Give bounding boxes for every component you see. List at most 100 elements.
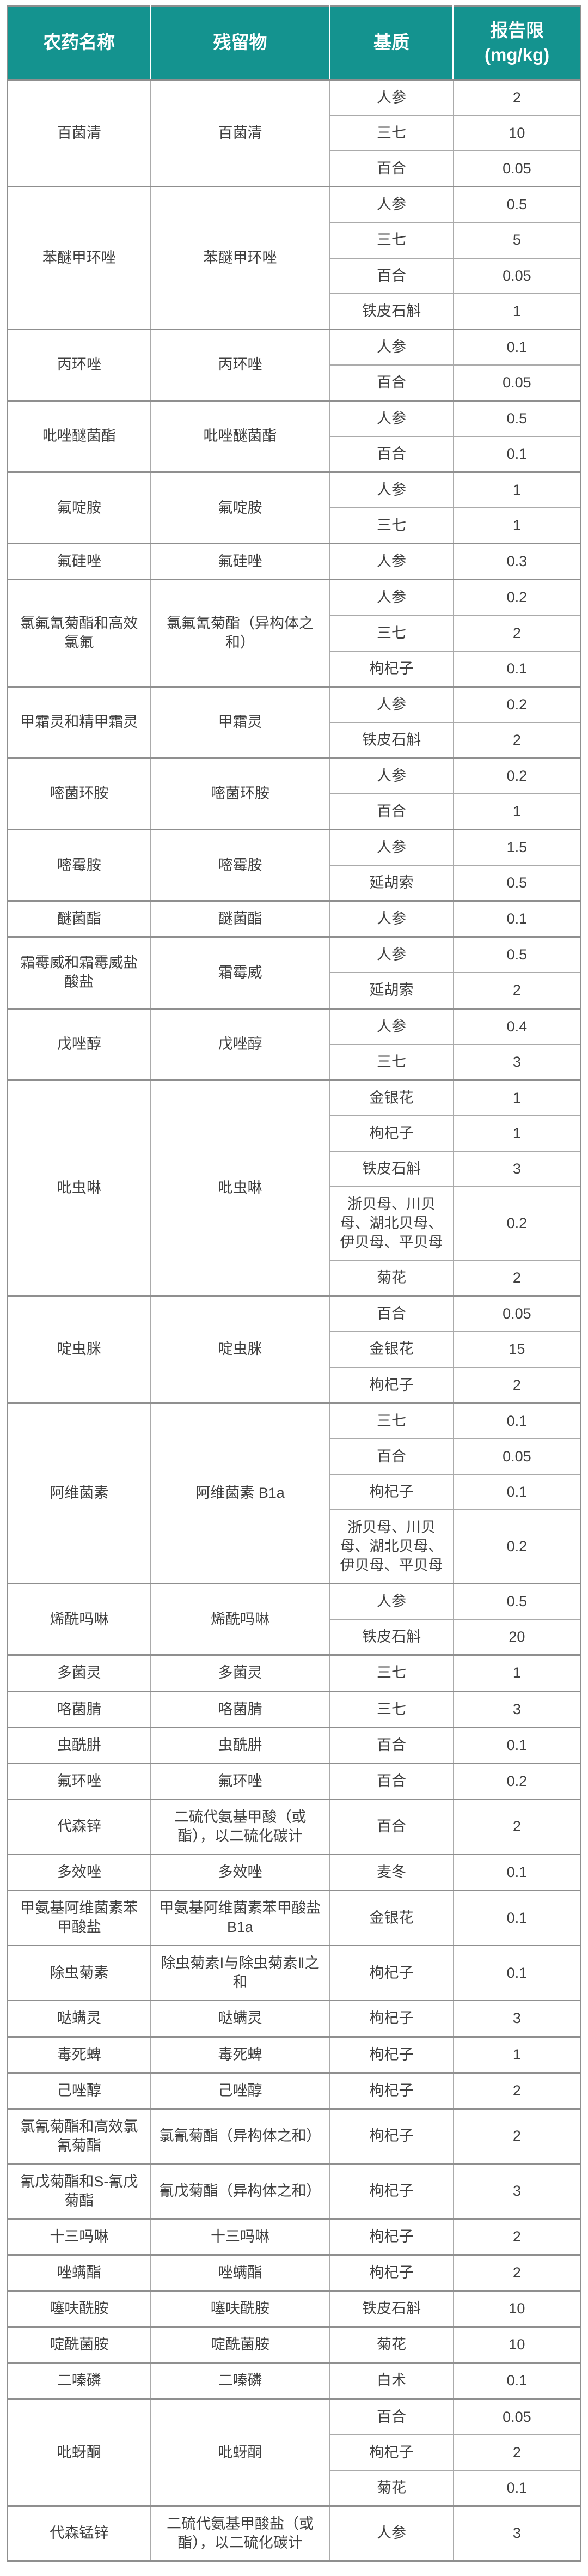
matrix-cell: 菊花 [329, 2469, 454, 2507]
residue-cell: 阿维菌素 B1a [150, 1402, 330, 1584]
pesticide-name-cell: 氯氰菊酯和高效氯氰菊酯 [7, 2107, 151, 2165]
table-row: 嘧霉胺 嘧霉胺 人参 1.5 [7, 829, 581, 902]
residue-limits-table: 农药名称 残留物 基质 报告限 (mg/kg) 百菌清 百菌清 人参 2 三七 10 百合 0… [7, 5, 581, 2562]
residue-cell: 多菌灵 [150, 1654, 330, 1692]
table-row: 延胡索 2 [8, 972, 581, 1010]
table-row: 氯氰菊酯和高效氯氰菊酯 氯氰菊酯（异构体之和） 枸杞子 2 [7, 2107, 581, 2165]
table-row: 啶虫脒 啶虫脒 百合 0.05 [7, 1295, 581, 1404]
table-row: 铁皮石斛 2 [8, 721, 581, 759]
residue-cell: 啶酰菌胺 [150, 2326, 330, 2364]
matrix-cell: 枸杞子 [329, 2434, 454, 2471]
matrix-cell: 人参 [329, 399, 454, 438]
matrix-cell: 浙贝母、川贝母、湖北贝母、伊贝母、平贝母 [329, 1509, 454, 1584]
matrix-cell: 百合 [329, 364, 454, 402]
residue-cell: 多效唑 [150, 1853, 330, 1891]
table-row: 枸杞子 2 [8, 1366, 581, 1404]
matrix-cell: 三七 [329, 115, 454, 152]
limit-cell: 3 [452, 1043, 581, 1081]
pesticide-name-cell: 醚菌酯 [7, 900, 151, 938]
matrix-cell: 人参 [329, 1007, 454, 1045]
table-row: 除虫菊素 除虫菊素Ⅰ与除虫菊素Ⅱ之和 枸杞子 0.1 [7, 1945, 581, 2001]
residue-cell: 烯酰吗啉 [150, 1583, 330, 1656]
limit-cell: 0.2 [452, 757, 581, 794]
matrix-cell: 三七 [329, 222, 454, 259]
residue-cell: 吡蚜酮 [150, 2398, 330, 2507]
residue-cell: 嘧霉胺 [150, 829, 330, 902]
pesticide-name-cell: 百菌清 [7, 79, 151, 187]
table-row: 噻呋酰胺 噻呋酰胺 铁皮石斛 10 [7, 2290, 581, 2328]
residue-cell: 二嗪磷 [150, 2362, 330, 2400]
limit-cell: 1 [452, 471, 581, 509]
pesticide-name-cell: 多菌灵 [7, 1654, 151, 1692]
table-row: 哒螨灵 哒螨灵 枸杞子 3 [7, 2000, 581, 2038]
table-row: 多效唑 多效唑 麦冬 0.1 [7, 1853, 581, 1891]
limit-cell: 2 [452, 79, 581, 117]
limit-cell: 1 [452, 2036, 581, 2074]
matrix-cell: 延胡索 [329, 972, 454, 1010]
table-row: 吡蚜酮 吡蚜酮 百合 0.05 [7, 2398, 581, 2507]
residue-cell: 哒螨灵 [150, 2000, 330, 2038]
limit-cell: 0.05 [452, 150, 581, 187]
table-row: 百合 0.05 [8, 150, 581, 187]
limit-cell: 0.5 [452, 186, 581, 223]
limit-cell: 1 [452, 1079, 581, 1116]
pesticide-name-cell: 氟环唑 [7, 1762, 151, 1800]
pesticide-name-cell: 哒螨灵 [7, 2000, 151, 2038]
table-row: 金银花 15 [8, 1331, 581, 1368]
matrix-cell: 铁皮石斛 [329, 1150, 454, 1188]
matrix-cell: 菊花 [329, 1260, 454, 1297]
matrix-cell: 三七 [329, 1690, 454, 1728]
pesticide-name-cell: 代森锰锌 [7, 2505, 151, 2562]
limit-cell: 20 [452, 1619, 581, 1656]
column-header-limit: 报告限 (mg/kg) [452, 5, 581, 81]
table-row: 氟硅唑 氟硅唑 人参 0.3 [7, 543, 581, 580]
table-row: 浙贝母、川贝母、湖北贝母、伊贝母、平贝母 0.2 [8, 1186, 581, 1261]
residue-cell: 毒死蜱 [150, 2036, 330, 2074]
limit-cell: 0.1 [452, 328, 581, 366]
limit-cell: 3 [452, 2000, 581, 2038]
matrix-cell: 铁皮石斛 [329, 293, 454, 330]
pesticide-name-cell: 霜霉威和霜霉威盐酸盐 [7, 936, 151, 1010]
matrix-cell: 人参 [329, 936, 454, 974]
table-row: 虫酰肼 虫酰肼 百合 0.1 [7, 1726, 581, 1764]
residue-cell: 霜霉威 [150, 936, 330, 1010]
pesticide-name-cell: 阿维菌素 [7, 1402, 151, 1584]
matrix-cell: 百合 [329, 1438, 454, 1475]
limit-cell: 0.1 [452, 1853, 581, 1891]
limit-cell: 5 [452, 222, 581, 259]
table-row: 多菌灵 多菌灵 三七 1 [7, 1654, 581, 1692]
table-row: 三七 2 [8, 615, 581, 652]
residue-cell: 吡虫啉 [150, 1079, 330, 1297]
limit-unit: (mg/kg) [485, 44, 550, 65]
matrix-cell: 延胡索 [329, 865, 454, 902]
residue-cell: 丙环唑 [150, 328, 330, 402]
matrix-cell: 人参 [329, 79, 454, 117]
matrix-cell: 人参 [329, 1583, 454, 1620]
limit-cell: 0.1 [452, 436, 581, 473]
limit-cell: 2 [452, 2254, 581, 2292]
matrix-cell: 铁皮石斛 [329, 1619, 454, 1656]
limit-cell: 3 [452, 1150, 581, 1188]
pesticide-name-cell: 除虫菊素 [7, 1945, 151, 2001]
table-header: 农药名称 残留物 基质 报告限 (mg/kg) [7, 5, 581, 81]
residue-cell: 虫酰肼 [150, 1726, 330, 1764]
table-row: 百合 0.05 [8, 257, 581, 294]
limit-cell: 0.05 [452, 364, 581, 402]
limit-cell: 1.5 [452, 829, 581, 866]
matrix-cell: 金银花 [329, 1890, 454, 1946]
pesticide-name-cell: 吡虫啉 [7, 1079, 151, 1297]
matrix-cell: 三七 [329, 507, 454, 544]
matrix-cell: 百合 [329, 436, 454, 473]
column-header-residue: 残留物 [150, 5, 330, 81]
limit-cell: 0.2 [452, 1186, 581, 1261]
residue-cell: 百菌清 [150, 79, 330, 187]
matrix-cell: 枸杞子 [329, 650, 454, 688]
table-row: 铁皮石斛 3 [8, 1150, 581, 1188]
matrix-cell: 枸杞子 [329, 2218, 454, 2256]
limit-cell: 0.1 [452, 2469, 581, 2507]
pesticide-name-cell: 氯氟氰菊酯和高效氯氟 [7, 579, 151, 688]
limit-cell: 2 [452, 972, 581, 1010]
table-row: 霜霉威和霜霉威盐酸盐 霜霉威 人参 0.5 [7, 936, 581, 1010]
matrix-cell: 人参 [329, 829, 454, 866]
table-row: 延胡索 0.5 [8, 865, 581, 902]
